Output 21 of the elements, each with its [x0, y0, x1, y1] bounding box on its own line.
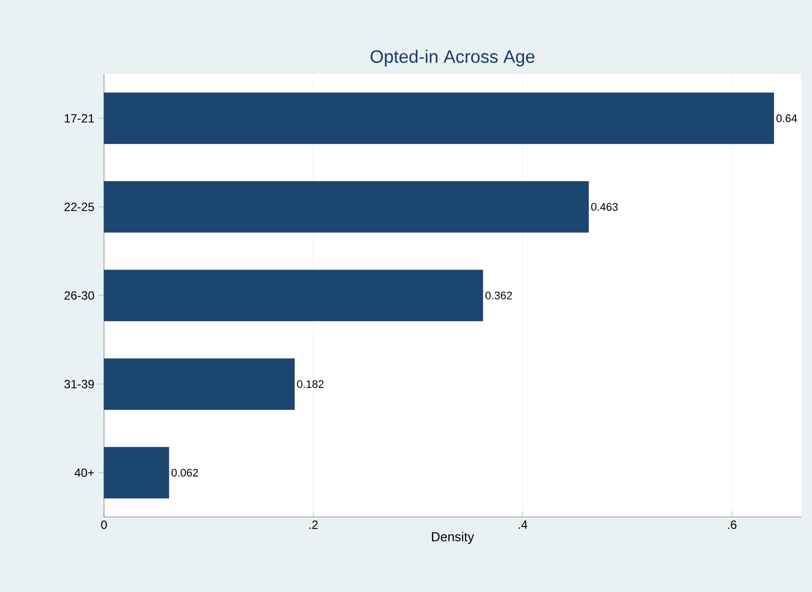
y-tick-label: 40+ — [74, 468, 94, 477]
bar — [104, 358, 295, 410]
data-label: 0.64 — [776, 114, 797, 122]
x-tick-label: 0 — [101, 520, 107, 529]
data-label: 0.062 — [172, 468, 198, 477]
y-tick-label: 26-30 — [64, 291, 94, 300]
y-tick-label: 17-21 — [64, 114, 94, 122]
data-label: 0.182 — [297, 380, 324, 388]
data-label: 0.463 — [591, 203, 618, 211]
x-tick-label: .4 — [518, 520, 528, 529]
bar — [104, 270, 484, 322]
chart-title: Opted-in Across Age — [370, 50, 534, 66]
y-tick-label: 22-25 — [64, 202, 94, 212]
x-tick-label: .2 — [309, 520, 318, 529]
y-tick-label: 31-39 — [64, 380, 94, 388]
x-axis-title: Density — [432, 532, 474, 544]
bar — [104, 446, 170, 498]
x-tick-label: .6 — [728, 520, 736, 529]
bar — [104, 92, 774, 144]
data-label: 0.362 — [485, 292, 512, 300]
bar — [104, 181, 589, 233]
